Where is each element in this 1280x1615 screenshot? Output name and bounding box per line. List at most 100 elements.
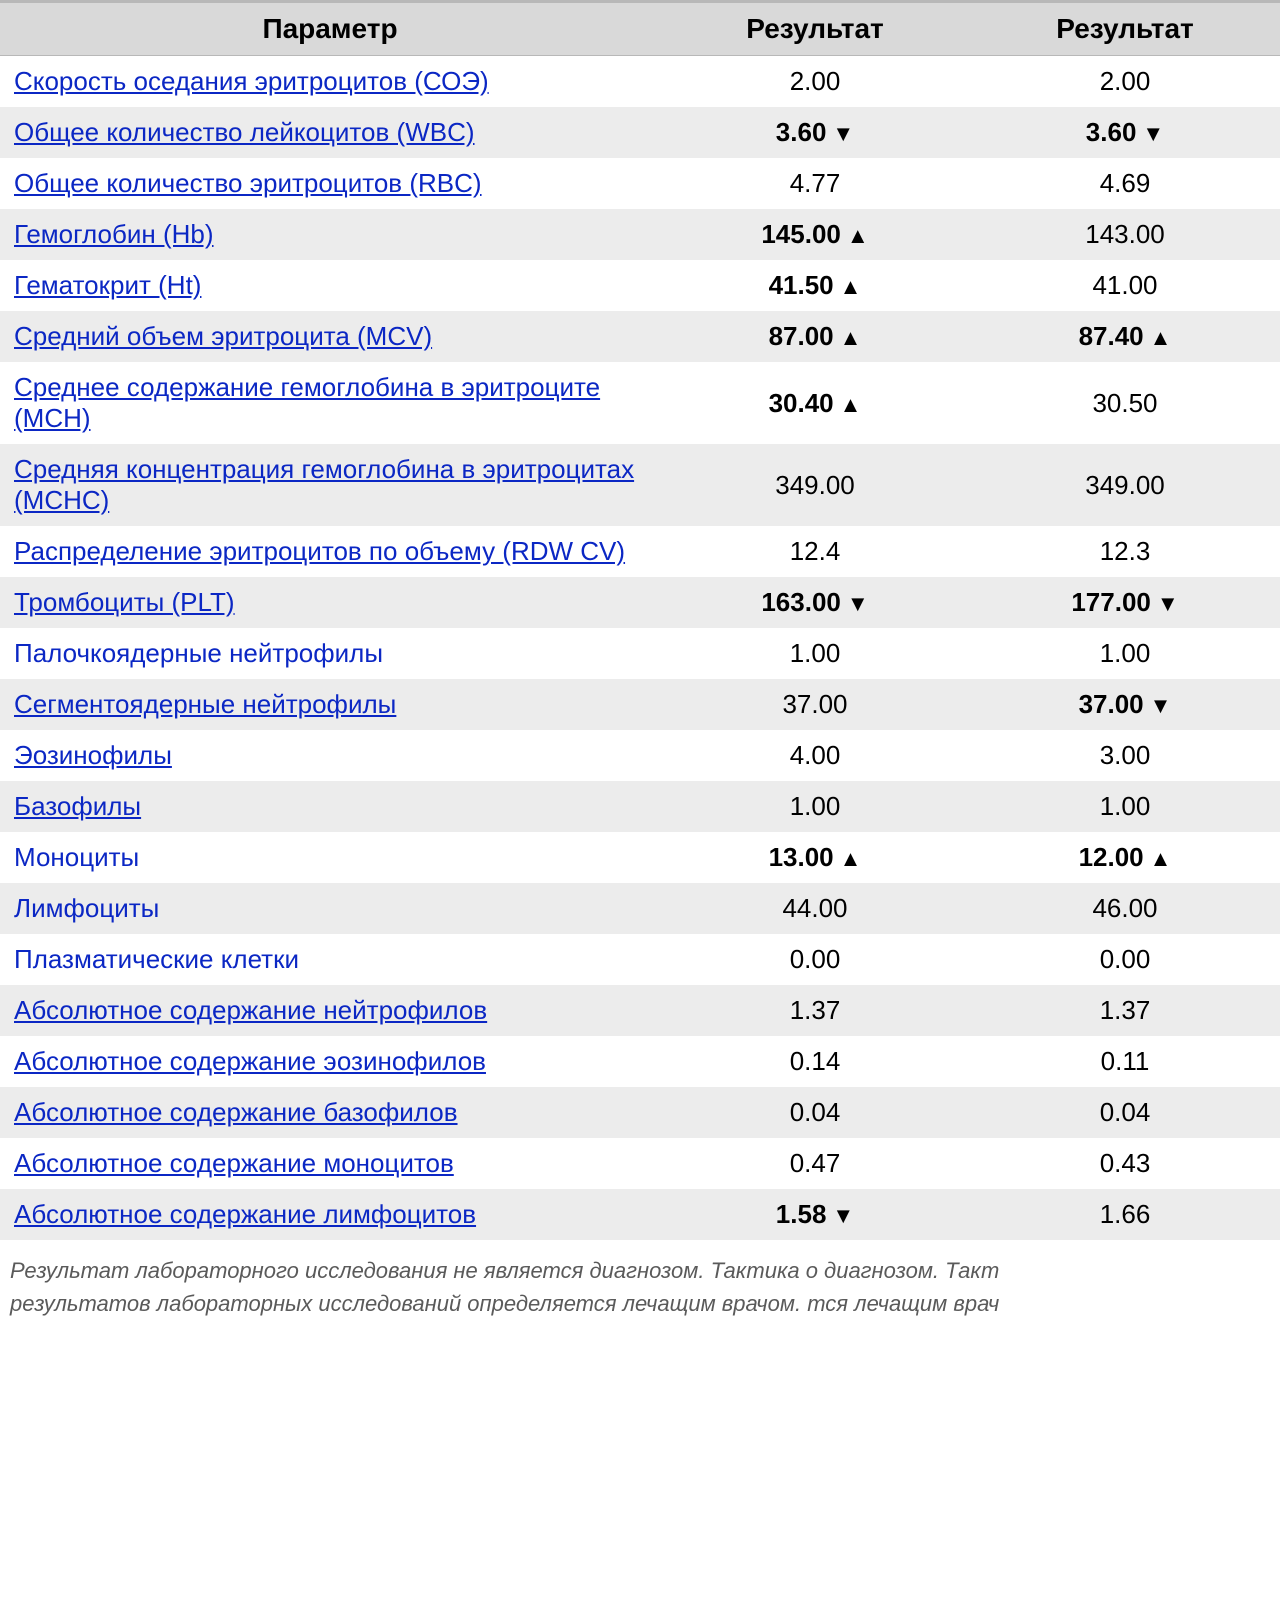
result-cell-1: 13.00▲ [660,832,970,883]
result-cell-1: 0.00 [660,934,970,985]
result-cell-1: 87.00▲ [660,311,970,362]
result-cell-2: 46.00 [970,883,1280,934]
result-cell-2: 4.69 [970,158,1280,209]
parameter-link[interactable]: Базофилы [14,791,141,821]
table-row: Эозинофилы 4.00 3.00 [0,730,1280,781]
parameter-cell: Средний объем эритроцита (MCV) [0,311,660,362]
result-value: 0.04 [1100,1097,1151,1127]
result-cell-2: 0.00 [970,934,1280,985]
result-value: 143.00 [1085,219,1165,249]
result-value: 1.37 [1100,995,1151,1025]
result-value: 3.00 [1100,740,1151,770]
result-cell-2: 1.37 [970,985,1280,1036]
result-cell-1: 2.00 [660,56,970,108]
footnote-line-1: Результат лабораторного исследования не … [10,1258,999,1283]
parameter-link[interactable]: Абсолютное содержание лимфоцитов [14,1199,476,1229]
arrow-up-icon: ▲ [847,223,869,249]
arrow-up-icon: ▲ [1150,325,1172,351]
parameter-text: Плазматические клетки [14,944,299,974]
result-cell-1: 4.00 [660,730,970,781]
parameter-cell: Тромбоциты (PLT) [0,577,660,628]
result-value: 4.77 [790,168,841,198]
parameter-text: Моноциты [14,842,139,872]
parameter-link[interactable]: Распределение эритроцитов по объему (RDW… [14,536,625,566]
result-cell-1: 1.00 [660,628,970,679]
parameter-cell: Базофилы [0,781,660,832]
parameter-link[interactable]: Среднее содержание гемоглобина в эритроц… [14,372,600,433]
col-header-result-1: Результат [660,2,970,56]
parameter-cell: Палочкоядерные нейтрофилы [0,628,660,679]
result-cell-2: 3.60▼ [970,107,1280,158]
parameter-link[interactable]: Сегментоядерные нейтрофилы [14,689,396,719]
result-value: 12.4 [790,536,841,566]
parameter-link[interactable]: Тромбоциты (PLT) [14,587,235,617]
table-row: Моноциты13.00▲12.00▲ [0,832,1280,883]
result-cell-2: 41.00 [970,260,1280,311]
result-value: 4.00 [790,740,841,770]
table-row: Распределение эритроцитов по объему (RDW… [0,526,1280,577]
result-cell-2: 12.00▲ [970,832,1280,883]
result-cell-1: 1.58▼ [660,1189,970,1240]
result-cell-1: 1.00 [660,781,970,832]
parameter-cell: Гемоглобин (Hb) [0,209,660,260]
result-value: 349.00 [1085,470,1165,500]
table-row: Гематокрит (Ht) 41.50▲ 41.00 [0,260,1280,311]
result-value: 41.50 [769,270,834,300]
parameter-cell: Абсолютное содержание моноцитов [0,1138,660,1189]
col-header-parameter: Параметр [0,2,660,56]
result-value: 1.37 [790,995,841,1025]
parameter-link[interactable]: Абсолютное содержание базофилов [14,1097,458,1127]
table-row: Гемоглобин (Hb)145.00▲143.00 [0,209,1280,260]
parameter-link[interactable]: Абсолютное содержание эозинофилов [14,1046,486,1076]
result-value: 1.66 [1100,1199,1151,1229]
arrow-down-icon: ▼ [1157,591,1179,617]
result-cell-1: 0.04 [660,1087,970,1138]
parameter-link[interactable]: Гематокрит (Ht) [14,270,201,300]
result-cell-1: 163.00▼ [660,577,970,628]
parameter-link[interactable]: Гемоглобин (Hb) [14,219,214,249]
parameter-link[interactable]: Общее количество лейкоцитов (WBC) [14,117,475,147]
parameter-link[interactable]: Эозинофилы [14,740,172,770]
table-row: Скорость оседания эритроцитов (СОЭ)2.002… [0,56,1280,108]
table-row: Лимфоциты44.0046.00 [0,883,1280,934]
result-value: 12.00 [1079,842,1144,872]
result-cell-1: 0.14 [660,1036,970,1087]
result-value: 0.00 [1100,944,1151,974]
parameter-link[interactable]: Скорость оседания эритроцитов (СОЭ) [14,66,489,96]
arrow-up-icon: ▲ [840,392,862,418]
result-value: 37.00 [1079,689,1144,719]
result-value: 30.40 [769,388,834,418]
parameter-cell: Сегментоядерные нейтрофилы [0,679,660,730]
parameter-link[interactable]: Абсолютное содержание моноцитов [14,1148,454,1178]
parameter-cell: Абсолютное содержание базофилов [0,1087,660,1138]
result-cell-2: 0.43 [970,1138,1280,1189]
result-cell-1: 3.60▼ [660,107,970,158]
result-cell-2: 0.04 [970,1087,1280,1138]
result-value: 1.00 [1100,791,1151,821]
arrow-up-icon: ▲ [840,274,862,300]
parameter-link[interactable]: Абсолютное содержание нейтрофилов [14,995,487,1025]
arrow-down-icon: ▼ [832,121,854,147]
result-value: 0.14 [790,1046,841,1076]
arrow-up-icon: ▲ [840,846,862,872]
result-cell-2: 12.3 [970,526,1280,577]
parameter-cell: Плазматические клетки [0,934,660,985]
result-cell-1: 44.00 [660,883,970,934]
parameter-link[interactable]: Общее количество эритроцитов (RBC) [14,168,482,198]
result-value: 0.47 [790,1148,841,1178]
result-cell-1: 30.40▲ [660,362,970,444]
result-value: 1.00 [790,638,841,668]
table-row: Общее количество эритроцитов (RBC) 4.77 4.… [0,158,1280,209]
parameter-link[interactable]: Средняя концентрация гемоглобина в эритр… [14,454,634,515]
col-header-result-2: Результат [970,2,1280,56]
result-cell-2: 30.50 [970,362,1280,444]
table-row: Среднее содержание гемоглобина в эритроц… [0,362,1280,444]
result-value: 3.60 [776,117,827,147]
result-cell-2: 0.11 [970,1036,1280,1087]
parameter-link[interactable]: Средний объем эритроцита (MCV) [14,321,432,351]
arrow-down-icon: ▼ [1150,693,1172,719]
result-value: 1.58 [776,1199,827,1229]
table-row: Абсолютное содержание эозинофилов 0.14 0.1… [0,1036,1280,1087]
table-row: Средний объем эритроцита (MCV)87.00▲87.4… [0,311,1280,362]
result-value: 349.00 [775,470,855,500]
